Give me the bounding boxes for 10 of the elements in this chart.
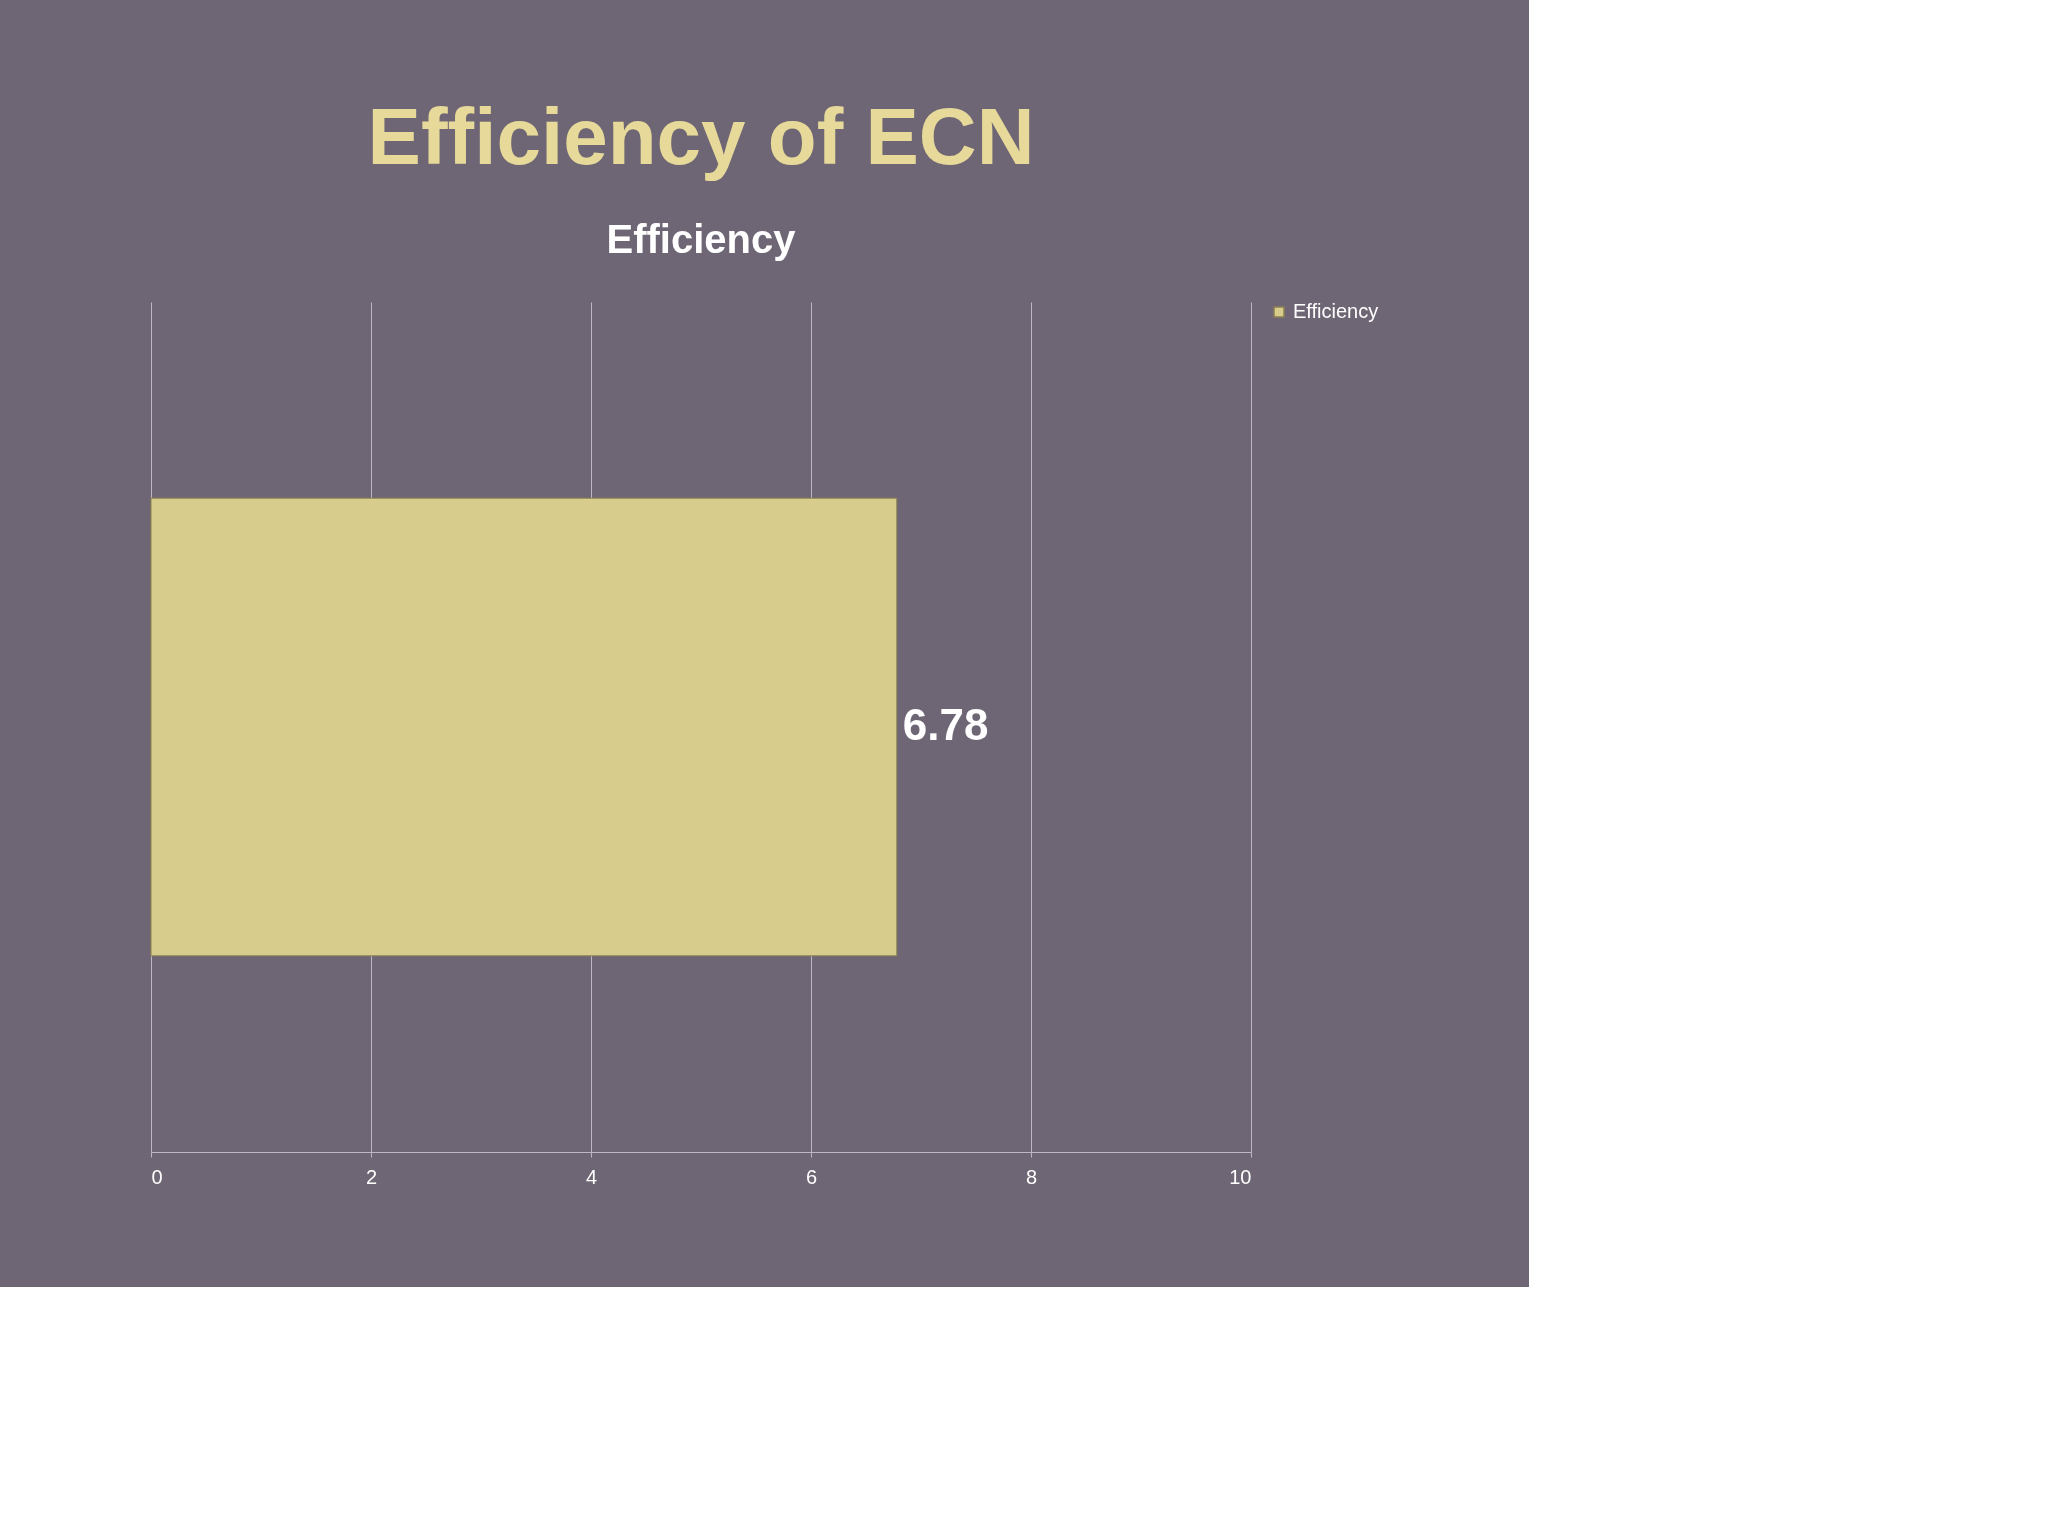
data-label: 6.78	[902, 700, 989, 749]
x-tick-label: 4	[585, 1165, 598, 1188]
chart-title: Efficiency of ECN	[367, 92, 1035, 181]
chart-subtitle: Efficiency	[606, 217, 797, 261]
x-tick-label: 6	[805, 1165, 818, 1188]
x-tick-label: 2	[365, 1165, 378, 1188]
legend-label: Efficiency	[1293, 300, 1379, 322]
x-tick-label: 8	[1025, 1165, 1038, 1188]
x-tick-label: 0	[151, 1165, 163, 1188]
x-tick-label: 10	[1229, 1165, 1252, 1188]
